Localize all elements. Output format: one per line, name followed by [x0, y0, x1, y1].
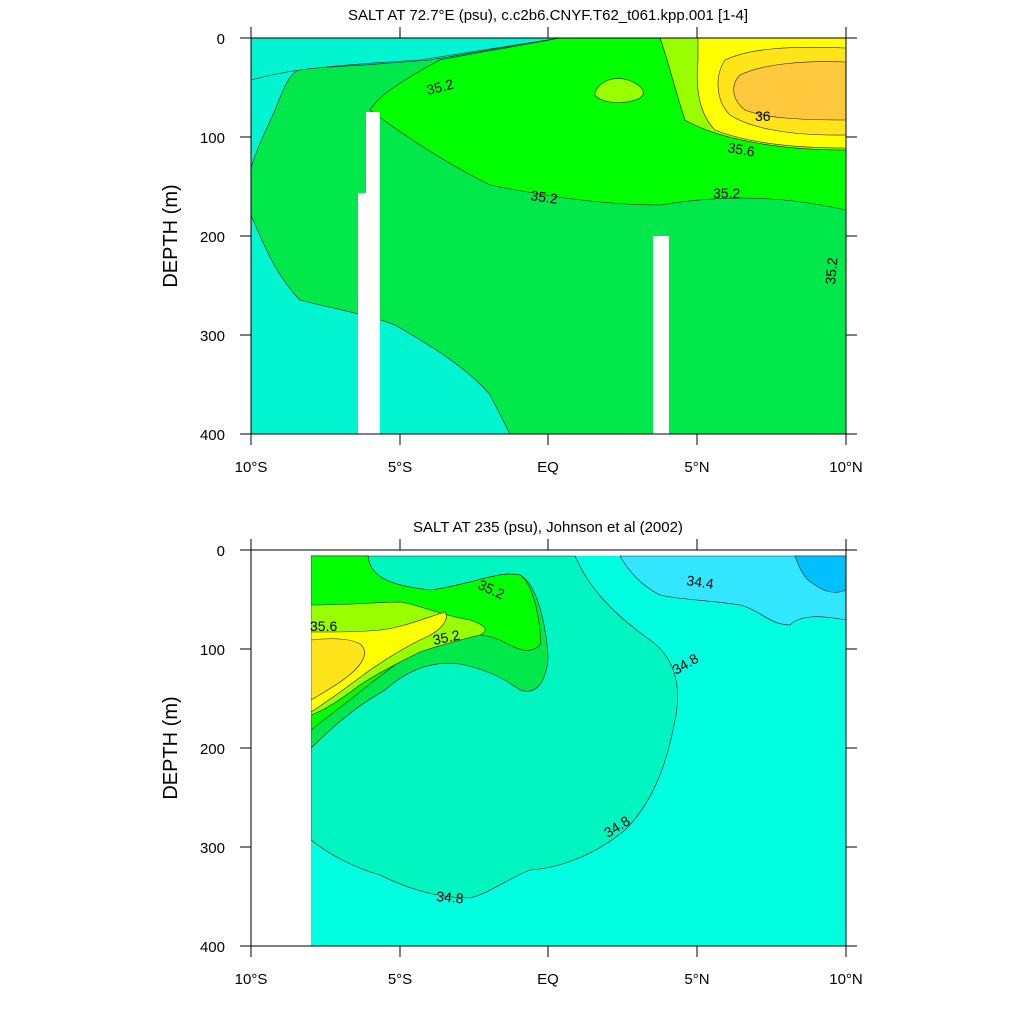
panel-model-ylabel: DEPTH (m) — [160, 184, 182, 287]
x-tick-label: 5°S — [388, 459, 412, 476]
panel-model-x-ticks: 10°S 5°S EQ 5°N 10°N — [235, 459, 863, 476]
panel-observed-ylabel: DEPTH (m) — [160, 696, 182, 799]
no-data-region — [251, 556, 311, 946]
y-tick-label: 400 — [200, 427, 225, 444]
missing-data-column — [366, 112, 380, 434]
panel-model: SALT AT 72.7°E (psu), c.c2b6.CNYF.T62_t0… — [160, 7, 863, 476]
contour-label: 35.2 — [431, 627, 461, 648]
contour-label: 35.2 — [713, 185, 740, 201]
panel-observed-x-ticks: 10°S 5°S EQ 5°N 10°N — [235, 971, 863, 988]
contour-label: 34.4 — [686, 572, 715, 592]
x-tick-label: 5°S — [388, 971, 412, 988]
contour-label: 35.6 — [726, 139, 756, 160]
x-tick-label: 10°N — [829, 459, 863, 476]
y-tick-label: 200 — [200, 229, 225, 246]
panel-model-plot-area: 35.2 35.2 35.2 35.2 35.6 36 — [250, 37, 847, 435]
fill-35.4-35.6-blob — [594, 78, 644, 103]
fill-34.2-34.4 — [794, 555, 847, 593]
y-tick-label: 100 — [200, 642, 225, 659]
fill-34.8-35.0-top — [250, 37, 561, 81]
contour-label: 35.2 — [530, 187, 559, 207]
y-tick-label: 0 — [217, 543, 225, 560]
fill-34.4-34.6 — [619, 555, 847, 626]
missing-data-column — [653, 236, 669, 434]
contour-label: 35.2 — [822, 257, 840, 286]
panel-observed-y-ticks: 0 100 200 300 400 — [200, 543, 225, 956]
x-tick-label: 10°S — [235, 971, 268, 988]
contour-label: 36 — [755, 108, 771, 124]
x-tick-label: 10°N — [829, 971, 863, 988]
x-tick-label: 5°N — [684, 971, 709, 988]
panel-model-tick-marks — [240, 27, 857, 445]
panel-observed-plot-area: 35.2 35.6 35.2 34.4 34.8 34.8 34.8 — [251, 555, 847, 946]
y-tick-label: 100 — [200, 130, 225, 147]
panel-model-y-ticks: 0 100 200 300 400 — [200, 31, 225, 444]
x-tick-label: EQ — [537, 459, 559, 476]
fill-36.0-36.2 — [733, 61, 847, 121]
panel-model-title: SALT AT 72.7°E (psu), c.c2b6.CNYF.T62_t0… — [348, 7, 748, 24]
fill-35.4-35.6 — [310, 601, 486, 716]
y-tick-label: 300 — [200, 328, 225, 345]
x-tick-label: 10°S — [235, 459, 268, 476]
fill-35.6-35.8 — [310, 611, 447, 713]
contour-label: 34.8 — [436, 888, 465, 906]
x-tick-label: EQ — [537, 971, 559, 988]
x-tick-label: 5°N — [684, 459, 709, 476]
contour-label: 35.2 — [425, 76, 456, 98]
panel-observed: SALT AT 235 (psu), Johnson et al (2002) … — [160, 519, 863, 988]
panel-model-contour-labels: 35.2 35.2 35.2 35.2 35.6 36 — [425, 76, 841, 286]
panel-observed-title: SALT AT 235 (psu), Johnson et al (2002) — [413, 519, 683, 536]
y-tick-label: 0 — [217, 31, 225, 48]
contour-label: 35.6 — [310, 618, 337, 634]
y-tick-label: 200 — [200, 741, 225, 758]
y-tick-label: 400 — [200, 939, 225, 956]
y-tick-label: 300 — [200, 840, 225, 857]
fill-35.8-36.0 — [310, 638, 365, 701]
panel-observed-tick-marks — [240, 539, 857, 957]
